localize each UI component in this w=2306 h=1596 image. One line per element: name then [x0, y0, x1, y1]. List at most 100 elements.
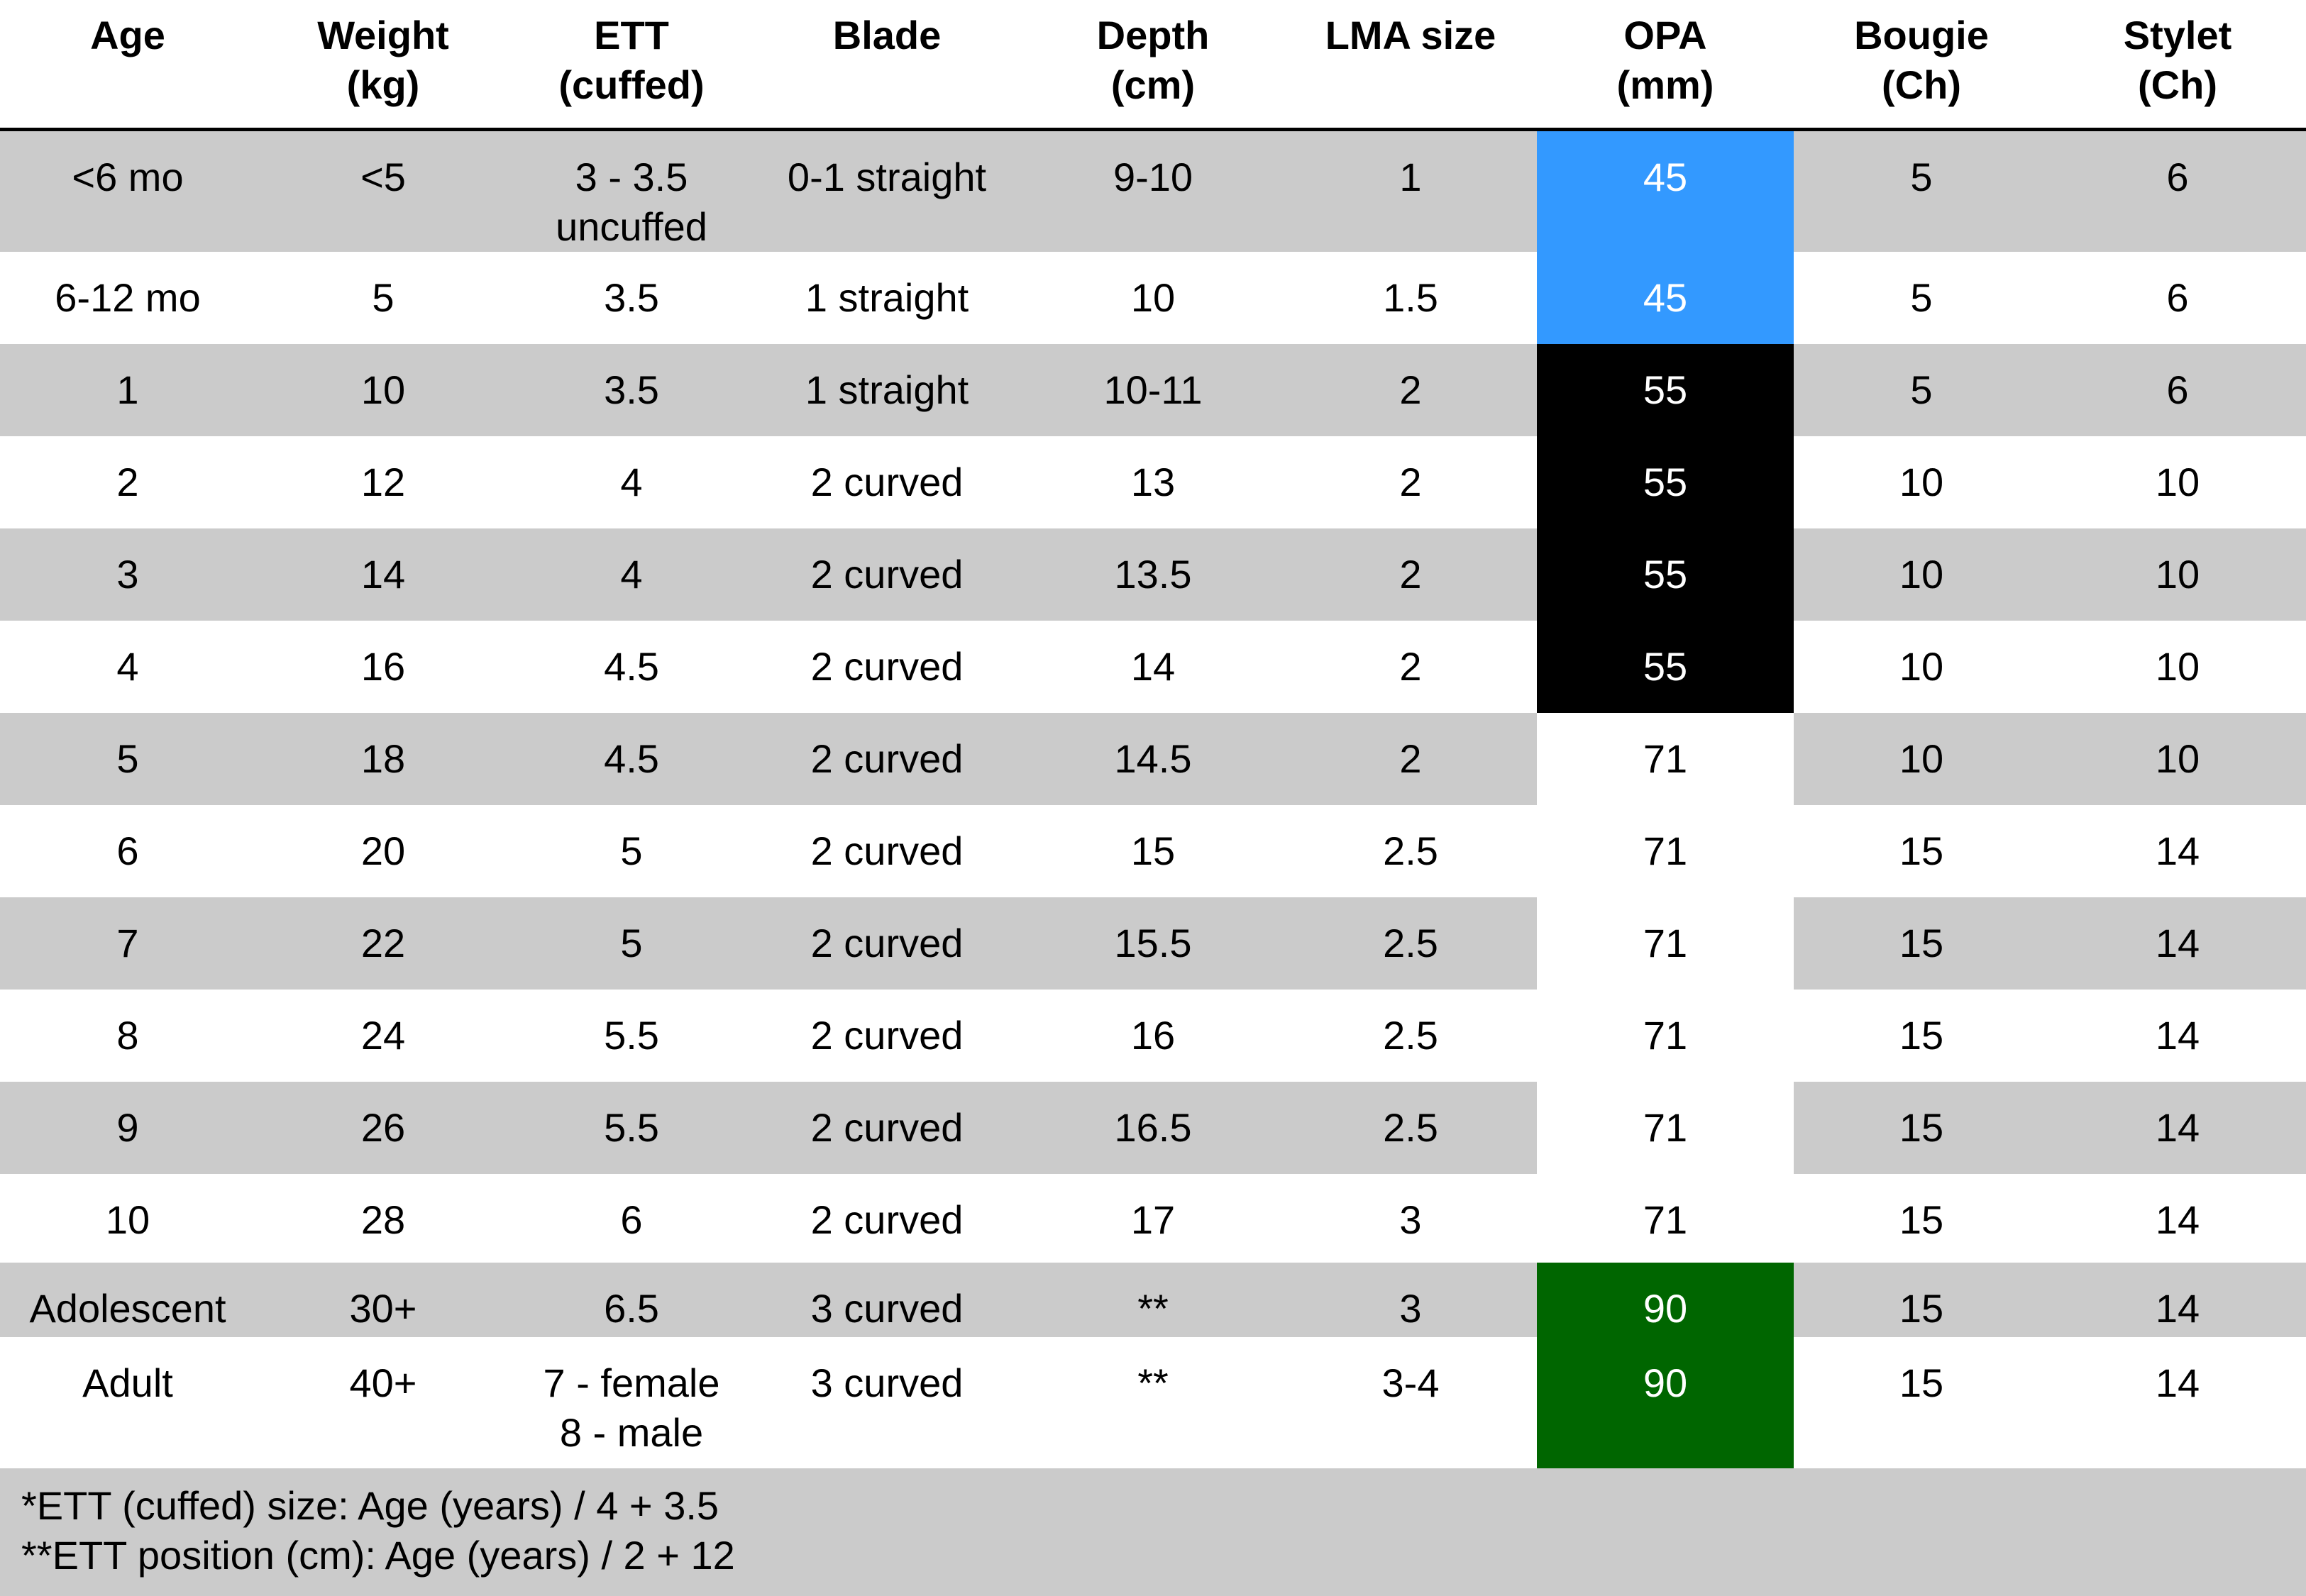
cell-weight: 26: [255, 1082, 511, 1174]
cell-ett-text: 5.5: [604, 1013, 659, 1058]
column-header-weight: Weight (kg): [255, 0, 511, 128]
cell-opa-text: 71: [1643, 1013, 1688, 1058]
cell-ett: 4: [511, 528, 752, 621]
cell-lma-text: 3: [1399, 1286, 1422, 1331]
cell-blade: 2 curved: [752, 990, 1022, 1082]
cell-lma: 2.5: [1284, 1082, 1537, 1174]
cell-stylet: 14: [2049, 1082, 2306, 1174]
cell-opa-text: 90: [1643, 1361, 1688, 1405]
column-header-bougie-text: (Ch): [1882, 62, 1961, 107]
cell-depth: **: [1022, 1337, 1284, 1468]
cell-age-text: <6 mo: [72, 155, 184, 199]
cell-opa: 45: [1537, 252, 1794, 344]
cell-ett: 4.5: [511, 621, 752, 713]
cell-stylet: 14: [2049, 1337, 2306, 1468]
cell-bougie-text: 15: [1899, 1286, 1944, 1331]
cell-age-text: 3: [116, 552, 139, 597]
cell-age-text: 4: [116, 644, 139, 689]
cell-weight-text: 20: [360, 829, 406, 873]
column-header-age-text: Age: [90, 13, 165, 57]
header-row: Age Weight (kg) ETT (cuffed) Blade Depth (cm) LM…: [0, 0, 2306, 128]
cell-depth: 13: [1022, 436, 1284, 528]
cell-opa-text: 71: [1643, 1197, 1688, 1242]
cell-bougie: 15: [1794, 1337, 2049, 1468]
cell-blade: 3 curved: [752, 1337, 1022, 1468]
cell-ett-text: 3 - 3.5: [575, 155, 688, 199]
cell-opa: 90: [1537, 1337, 1794, 1468]
cell-opa: 71: [1537, 897, 1794, 990]
table-row: 5 18 4.5 2 curved 14.5 2 71 10 10: [0, 713, 2306, 805]
column-header-bougie-text: Bougie: [1854, 13, 1989, 57]
column-header-depth: Depth (cm): [1022, 0, 1284, 128]
cell-opa: 45: [1537, 131, 1794, 252]
cell-age: Adolescent: [0, 1263, 255, 1337]
cell-opa-text: 71: [1643, 829, 1688, 873]
cell-bougie: 15: [1794, 1174, 2049, 1263]
cell-lma: 1: [1284, 131, 1537, 252]
cell-weight-text: 22: [360, 921, 406, 965]
cell-bougie: 5: [1794, 344, 2049, 436]
cell-weight-text: 14: [360, 552, 406, 597]
cell-weight-text: 28: [360, 1197, 406, 1242]
table-row: 4 16 4.5 2 curved 14 2 55 10 10: [0, 621, 2306, 713]
cell-ett-text: 7 - female: [543, 1361, 720, 1405]
cell-stylet-text: 14: [2155, 1361, 2200, 1405]
column-header-ett-text: (cuffed): [558, 62, 705, 107]
cell-ett: 4.5: [511, 713, 752, 805]
column-header-opa-text: OPA: [1623, 13, 1707, 57]
cell-age: Adult: [0, 1337, 255, 1468]
cell-stylet-text: 14: [2155, 1105, 2200, 1150]
cell-depth: 17: [1022, 1174, 1284, 1263]
cell-lma-text: 2: [1399, 644, 1422, 689]
cell-age: 6: [0, 805, 255, 897]
cell-lma: 2.5: [1284, 990, 1537, 1082]
cell-lma-text: 2: [1399, 552, 1422, 597]
cell-depth: 16.5: [1022, 1082, 1284, 1174]
column-header-stylet: Stylet (Ch): [2049, 0, 2306, 128]
cell-lma-text: 2.5: [1383, 1013, 1438, 1058]
cell-depth: 10-11: [1022, 344, 1284, 436]
cell-weight-text: 18: [360, 736, 406, 781]
cell-lma: 2: [1284, 713, 1537, 805]
cell-opa-text: 55: [1643, 552, 1688, 597]
cell-weight: 22: [255, 897, 511, 990]
cell-depth: 14.5: [1022, 713, 1284, 805]
cell-weight-text: 5: [372, 275, 395, 320]
table-row: <6 mo <5 3 - 3.5 uncuffed 0-1 straight 9-10 1 4…: [0, 131, 2306, 252]
cell-age-text: 7: [116, 921, 139, 965]
column-header-blade: Blade: [752, 0, 1022, 128]
cell-opa: 71: [1537, 1174, 1794, 1263]
cell-age-text: Adolescent: [29, 1286, 226, 1331]
cell-bougie: 15: [1794, 897, 2049, 990]
cell-opa-text: 71: [1643, 736, 1688, 781]
cell-bougie: 5: [1794, 131, 2049, 252]
cell-opa-text: 45: [1643, 275, 1688, 320]
cell-blade-text: 2 curved: [810, 1197, 964, 1242]
cell-lma-text: 3-4: [1381, 1361, 1440, 1405]
cell-weight-text: 40+: [349, 1361, 417, 1405]
cell-lma-text: 2: [1399, 736, 1422, 781]
table-row: Adult 40+ 7 - female 8 - male 3 curved ** 3-4 9…: [0, 1337, 2306, 1468]
cell-stylet-text: 14: [2155, 829, 2200, 873]
cell-bougie: 5: [1794, 252, 2049, 344]
cell-opa-text: 55: [1643, 460, 1688, 504]
cell-depth: **: [1022, 1263, 1284, 1337]
cell-bougie-text: 10: [1899, 460, 1944, 504]
cell-depth-text: 13: [1130, 460, 1176, 504]
cell-ett: 6: [511, 1174, 752, 1263]
table-row: 1 10 3.5 1 straight 10-11 2 55 5 6: [0, 344, 2306, 436]
cell-age: <6 mo: [0, 131, 255, 252]
cell-stylet-text: 10: [2155, 460, 2200, 504]
cell-stylet: 10: [2049, 528, 2306, 621]
cell-weight: 20: [255, 805, 511, 897]
cell-ett-text: 8 - male: [559, 1410, 704, 1455]
cell-blade: 3 curved: [752, 1263, 1022, 1337]
cell-weight: 28: [255, 1174, 511, 1263]
cell-ett-text: 4: [620, 460, 643, 504]
column-header-stylet-text: (Ch): [2138, 62, 2217, 107]
cell-lma-text: 2.5: [1383, 1105, 1438, 1150]
cell-stylet-text: 10: [2155, 736, 2200, 781]
cell-bougie: 10: [1794, 528, 2049, 621]
column-header-weight-text: Weight: [317, 13, 449, 57]
cell-stylet: 14: [2049, 897, 2306, 990]
